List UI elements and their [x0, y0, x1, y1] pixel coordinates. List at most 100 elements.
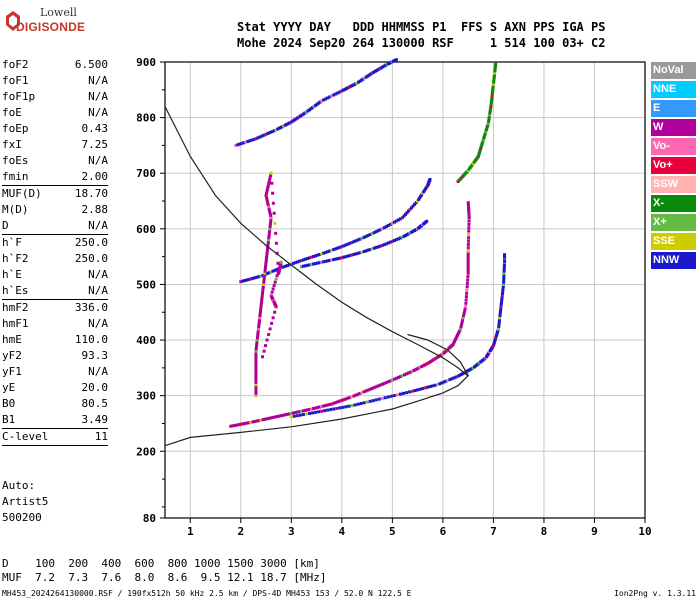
echo-point: [243, 422, 247, 426]
echo-point: [360, 78, 364, 82]
echo-point: [356, 238, 360, 242]
echo-point: [362, 390, 366, 394]
y-tick-label: 200: [136, 445, 156, 458]
echo-point: [267, 234, 271, 238]
echo-point: [347, 404, 351, 408]
echo-point: [366, 248, 370, 252]
echo-point: [277, 126, 281, 130]
legend-item-nne: NNE: [651, 81, 696, 98]
echo-point: [497, 320, 501, 324]
echo-point: [289, 120, 293, 124]
echo-point: [266, 242, 270, 246]
echo-point: [274, 241, 278, 245]
echo-point: [322, 251, 326, 255]
echo-point: [346, 242, 350, 246]
echo-point: [438, 382, 442, 386]
echo-point: [467, 222, 471, 226]
echo-point: [247, 277, 251, 281]
echo-point: [268, 209, 272, 213]
echo-point: [384, 242, 388, 246]
echo-point: [254, 385, 258, 389]
echo-point: [235, 423, 239, 427]
echo-point: [484, 130, 488, 134]
echo-point: [254, 363, 258, 367]
echo-point: [433, 383, 437, 387]
echo-point: [344, 243, 348, 247]
echo-point: [376, 245, 380, 249]
param-row-fof1: foF1 N/A: [2, 73, 108, 89]
echo-point: [457, 330, 461, 334]
echo-point: [332, 93, 336, 97]
echo-point: [329, 408, 333, 412]
echo-point: [334, 247, 338, 251]
echo-point: [267, 271, 271, 275]
echo-point: [257, 320, 261, 324]
echo-point: [328, 249, 332, 253]
echo-point: [255, 336, 259, 340]
echo-point: [408, 207, 412, 211]
echo-point: [390, 378, 394, 382]
echo-point: [502, 271, 506, 275]
echo-point: [267, 238, 271, 242]
echo-point: [466, 201, 470, 205]
echo-point: [267, 332, 271, 336]
echo-point: [254, 391, 258, 395]
param-value: 11: [94, 430, 108, 443]
echo-point: [269, 216, 273, 220]
echo-point: [265, 198, 269, 202]
echo-point: [354, 239, 358, 243]
echo-point: [274, 277, 278, 281]
auto-line3: 500200: [2, 511, 42, 524]
echo-point: [444, 379, 448, 383]
echo-point: [254, 383, 258, 387]
param-row-he: h`E N/A: [2, 267, 108, 283]
echo-point: [254, 365, 258, 369]
echo-point: [342, 398, 346, 402]
echo-point: [301, 258, 305, 262]
echo-point: [350, 83, 354, 87]
echo-point: [382, 226, 386, 230]
echo-point: [398, 217, 402, 221]
echo-point: [467, 236, 471, 240]
echo-point: [336, 91, 340, 95]
echo-point: [320, 260, 324, 264]
echo-point: [452, 376, 456, 380]
echo-point: [466, 271, 470, 275]
echo-point: [336, 257, 340, 261]
echo-point: [364, 75, 368, 79]
echo-point: [461, 372, 465, 376]
echo-point: [481, 140, 485, 144]
param-value: 250.0: [74, 252, 108, 265]
echo-point: [410, 206, 414, 210]
echo-point: [303, 111, 307, 115]
echo-point: [493, 339, 497, 343]
echo-point: [499, 305, 503, 309]
echo-point: [257, 318, 261, 322]
echo-point: [369, 72, 373, 76]
echo-point: [272, 129, 276, 133]
echo-point: [299, 409, 303, 413]
param-row-foep: foEp 0.43: [2, 121, 108, 137]
polarization-legend: NoVal NNE E W Vo- Vo+ SSW X- X+ SSE NNW: [651, 62, 696, 271]
echo-point: [436, 355, 440, 359]
echo-point: [487, 118, 491, 122]
echo-point: [260, 134, 264, 138]
echo-point: [494, 335, 498, 339]
echo-point: [407, 371, 411, 375]
echo-point: [326, 96, 330, 100]
echo-point: [420, 365, 424, 369]
echo-point: [358, 251, 362, 255]
echo-point: [493, 64, 497, 68]
echo-point: [376, 68, 380, 72]
param-name: foEs: [2, 154, 29, 167]
echo-point: [254, 369, 258, 373]
echo-point: [295, 410, 299, 414]
echo-point: [492, 76, 496, 80]
echo-point: [254, 137, 258, 141]
echo-point: [488, 111, 492, 115]
echo-point: [467, 212, 471, 216]
echo-point: [501, 289, 505, 293]
echo-trace: [299, 219, 429, 269]
param-value: 7.25: [81, 138, 109, 151]
